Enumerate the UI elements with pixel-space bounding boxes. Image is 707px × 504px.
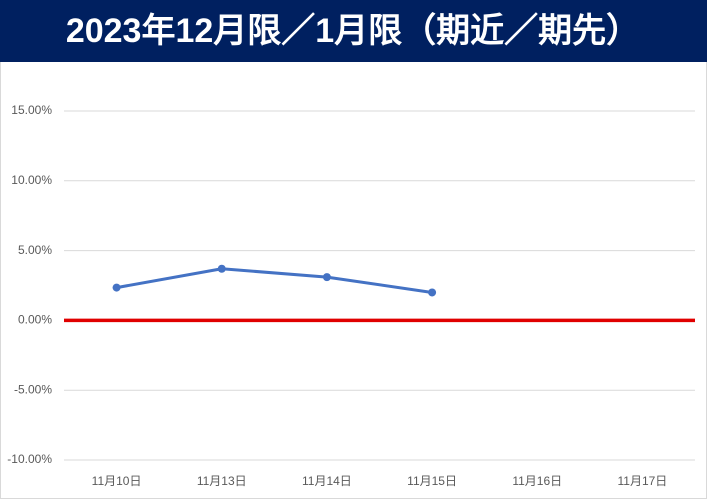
chart-title: 2023年12月限／1月限（期近／期先） — [66, 11, 640, 50]
x-tick-label: 11月13日 — [197, 474, 247, 488]
title-bar — [0, 0, 707, 62]
x-tick-label: 11月10日 — [92, 474, 142, 488]
x-tick-label: 11月15日 — [407, 474, 457, 488]
y-tick-label: 15.00% — [11, 103, 52, 117]
x-tick-label: 11月16日 — [512, 474, 562, 488]
line — [116, 267, 433, 294]
x-tick-label: 11月14日 — [302, 474, 352, 488]
point — [217, 264, 226, 273]
y-tick-label: -10.00% — [7, 452, 52, 466]
y-tick-label: 5.00% — [18, 243, 52, 257]
x-tick-label: 11月17日 — [618, 474, 668, 488]
y-tick-label: 0.00% — [18, 313, 52, 327]
y-tick-label: -5.00% — [14, 382, 52, 396]
point — [112, 283, 121, 292]
point — [428, 288, 437, 297]
point — [322, 273, 331, 282]
y-tick-label: 10.00% — [11, 173, 52, 187]
